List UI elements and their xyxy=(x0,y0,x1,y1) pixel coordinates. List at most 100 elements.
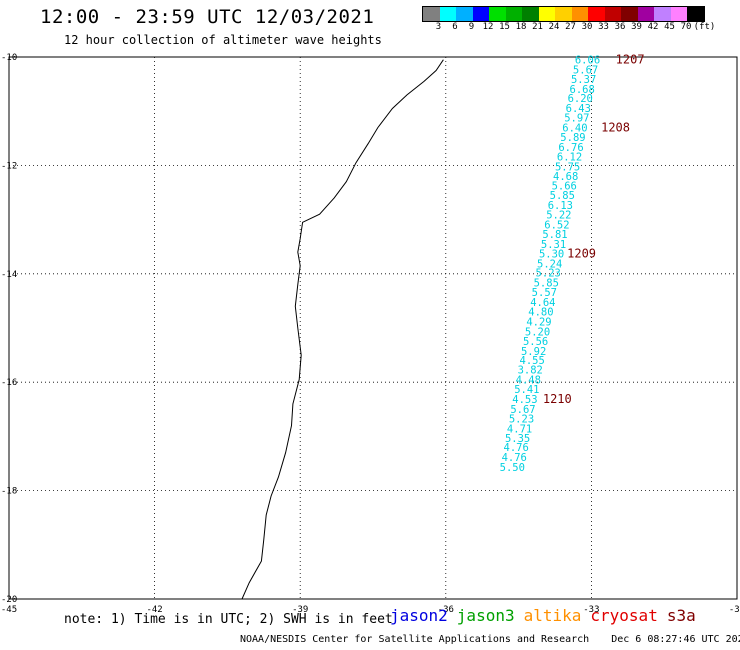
swh-value: 6.52 xyxy=(544,219,569,231)
page-subtitle: 12 hour collection of altimeter wave hei… xyxy=(64,33,382,47)
color-swatch xyxy=(604,7,621,21)
satellite-legend-item: s3a xyxy=(666,606,696,625)
swh-value: 5.22 xyxy=(546,210,571,222)
color-swatch xyxy=(555,7,572,21)
latitude-tick-label: -12 xyxy=(1,161,17,171)
swh-value: 6.40 xyxy=(562,122,587,134)
footnote: note: 1) Time is in UTC; 2) SWH is in fe… xyxy=(64,612,393,627)
latitude-tick-label: -14 xyxy=(1,270,17,280)
page-title: 12:00 - 23:59 UTC 12/03/2021 xyxy=(40,6,375,28)
swh-value: 5.56 xyxy=(523,336,548,348)
longitude-tick-label: -33 xyxy=(583,605,599,615)
swh-value: 6.13 xyxy=(548,200,573,212)
color-scale-tick: 42 xyxy=(647,22,659,32)
longitude-tick-label: -36 xyxy=(438,605,454,615)
color-swatch xyxy=(423,7,440,21)
color-scale-tick: 33 xyxy=(598,22,609,32)
color-swatch xyxy=(439,7,456,21)
swh-values: 6.065.675.376.686.206.435.976.405.896.76… xyxy=(500,55,601,474)
color-swatch xyxy=(571,7,588,21)
color-scale-tick: 18 xyxy=(515,22,527,32)
color-scale-ticks: 3 6 9 12 15 18 21 24 27 30 33 36 39 42 45 70 (ft) xyxy=(422,22,740,34)
map-gridlines xyxy=(9,57,737,599)
swh-value: 5.89 xyxy=(560,132,585,144)
time-label: 1210 xyxy=(543,392,572,406)
color-scale-tick: 15 xyxy=(499,22,510,32)
swh-value: 6.20 xyxy=(568,93,593,105)
color-scale-tick: 36 xyxy=(614,22,626,32)
time-labels: 1207 1208 1209 1210 xyxy=(543,53,645,406)
swh-value: 5.67 xyxy=(510,404,535,416)
swh-value: 5.75 xyxy=(555,161,580,173)
swh-value: 6.76 xyxy=(558,142,583,154)
map-frame xyxy=(8,56,738,600)
swh-value: 5.97 xyxy=(564,113,589,125)
swh-value: 5.85 xyxy=(534,277,559,289)
longitude-tick-label: -39 xyxy=(292,605,308,615)
swh-value: 5.66 xyxy=(552,180,577,192)
swh-value: 5.37 xyxy=(571,74,596,86)
time-label: 1208 xyxy=(601,120,630,134)
map-axis-labels: -45 -42 -39 -36 -33 -30 -10 -12 -14 -16 -18 -20 xyxy=(1,53,740,615)
latitude-tick-label: -18 xyxy=(1,487,17,497)
color-swatch xyxy=(621,7,638,21)
latitude-tick-label: -20 xyxy=(1,595,17,605)
swh-value: 6.68 xyxy=(570,84,595,96)
swh-value: 6.12 xyxy=(557,152,582,164)
color-scale-tick: 21 xyxy=(532,22,543,32)
swh-value: 3.82 xyxy=(518,365,543,377)
satellite-legend-item: cryosat xyxy=(590,606,658,625)
color-scale-tick: 3 xyxy=(435,22,442,32)
swh-value: 5.23 xyxy=(536,268,561,280)
color-scale-tick: 45 xyxy=(664,22,675,32)
coastline xyxy=(241,59,444,600)
color-scale-tick: 30 xyxy=(581,22,593,32)
color-scale-tick: (ft) xyxy=(693,22,716,32)
color-swatch xyxy=(505,7,522,21)
satellite-legend: jason2 jason3 altika cryosat s3a xyxy=(390,606,705,625)
color-swatch xyxy=(489,7,506,21)
color-swatch xyxy=(472,7,489,21)
swh-value: 5.30 xyxy=(539,249,564,261)
color-swatch xyxy=(538,7,555,21)
swh-value: 4.55 xyxy=(520,355,545,367)
swh-value: 5.85 xyxy=(550,190,575,202)
swh-value: 5.20 xyxy=(525,326,550,338)
swh-value: 5.67 xyxy=(573,64,598,76)
latitude-tick-label: -10 xyxy=(1,53,17,63)
generation-timestamp: Dec 6 08:27:46 UTC 2021 xyxy=(611,634,740,645)
color-scale-bar xyxy=(422,6,705,22)
longitude-tick-label: -45 xyxy=(1,605,17,615)
color-scale-tick: 27 xyxy=(565,22,576,32)
color-scale-tick: 39 xyxy=(631,22,642,32)
swh-value: 6.06 xyxy=(575,55,600,67)
swh-value: 4.68 xyxy=(553,171,578,183)
color-swatch xyxy=(654,7,671,21)
latitude-tick-label: -16 xyxy=(1,378,17,388)
swh-value: 4.71 xyxy=(507,423,532,435)
time-label: 1207 xyxy=(616,53,645,67)
swh-value: 5.41 xyxy=(514,384,539,396)
credit-text: NOAA/NESDIS Center for Satellite Applica… xyxy=(240,634,590,645)
swh-value: 4.76 xyxy=(502,452,527,464)
credit-line: NOAA/NESDIS Center for Satellite Applica… xyxy=(240,634,740,645)
swh-value: 5.35 xyxy=(505,433,530,445)
color-swatch xyxy=(637,7,654,21)
color-scale-tick: 6 xyxy=(452,22,458,32)
time-label: 1209 xyxy=(567,247,596,261)
color-swatch xyxy=(456,7,473,21)
swh-value: 4.80 xyxy=(528,307,553,319)
color-swatch xyxy=(687,7,704,21)
swh-value: 6.43 xyxy=(566,103,591,115)
swh-value: 4.48 xyxy=(516,374,541,386)
swh-value: 4.53 xyxy=(512,394,537,406)
swh-value: 5.31 xyxy=(541,239,566,251)
swh-value: 5.81 xyxy=(542,229,567,241)
swh-value: 5.50 xyxy=(500,462,525,474)
satellite-legend-item: altika xyxy=(523,606,582,625)
swh-value: 4.64 xyxy=(530,297,555,309)
longitude-tick-label: -42 xyxy=(146,605,162,615)
color-swatch xyxy=(588,7,605,21)
swh-value: 5.57 xyxy=(532,287,557,299)
